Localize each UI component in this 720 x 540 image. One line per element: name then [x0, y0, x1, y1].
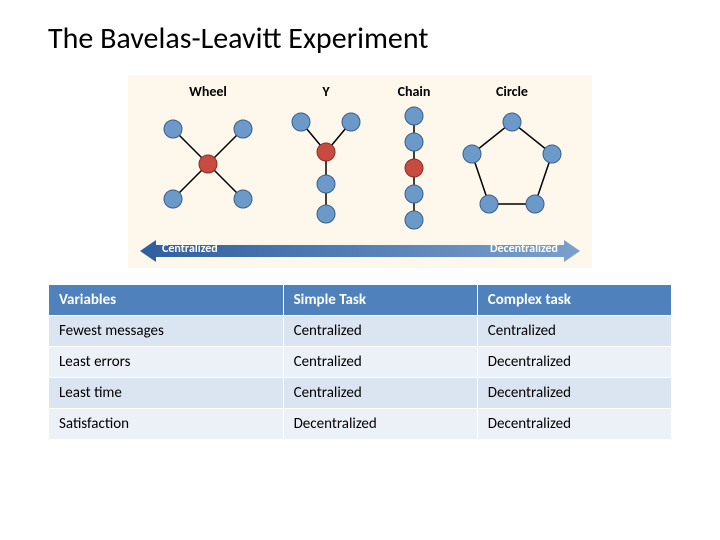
chain-icon	[389, 104, 439, 234]
cell: Centralized	[477, 316, 671, 347]
cell: Decentralized	[477, 347, 671, 378]
network-label: Y	[322, 83, 329, 100]
cell: Decentralized	[283, 409, 477, 440]
cell: Centralized	[283, 347, 477, 378]
table-row: Fewest messages Centralized Centralized	[49, 316, 672, 347]
page-title: The Bavelas-Leavitt Experiment	[48, 20, 672, 57]
arrow-left-label: Centralized	[162, 242, 218, 256]
col-header: Simple Task	[283, 285, 477, 316]
cell: Decentralized	[477, 409, 671, 440]
col-header: Complex task	[477, 285, 671, 316]
cell: Least errors	[49, 347, 284, 378]
cell: Fewest messages	[49, 316, 284, 347]
cell: Least time	[49, 378, 284, 409]
network-circle: Circle	[457, 83, 567, 224]
centralization-arrow: Centralized Decentralized	[140, 240, 580, 262]
cell: Satisfaction	[49, 409, 284, 440]
table-row: Least time Centralized Decentralized	[49, 378, 672, 409]
network-label: Chain	[398, 83, 431, 100]
cell: Centralized	[283, 378, 477, 409]
network-label: Circle	[496, 83, 528, 100]
results-table: Variables Simple Task Complex task Fewes…	[48, 284, 672, 440]
network-label: Wheel	[189, 83, 227, 100]
network-wheel: Wheel	[153, 83, 263, 224]
table-row: Least errors Centralized Decentralized	[49, 347, 672, 378]
diagram-box: Wheel Y	[128, 75, 592, 268]
cell: Centralized	[283, 316, 477, 347]
networks-row: Wheel Y	[140, 83, 580, 234]
cell: Decentralized	[477, 378, 671, 409]
col-header: Variables	[49, 285, 284, 316]
table-row: Satisfaction Decentralized Decentralized	[49, 409, 672, 440]
diagram-container: Wheel Y	[48, 75, 672, 268]
circle-icon	[457, 104, 567, 224]
table-header-row: Variables Simple Task Complex task	[49, 285, 672, 316]
arrow-right-label: Decentralized	[490, 242, 558, 256]
network-y: Y	[281, 83, 371, 224]
y-icon	[281, 104, 371, 224]
wheel-icon	[153, 104, 263, 224]
network-chain: Chain	[389, 83, 439, 234]
